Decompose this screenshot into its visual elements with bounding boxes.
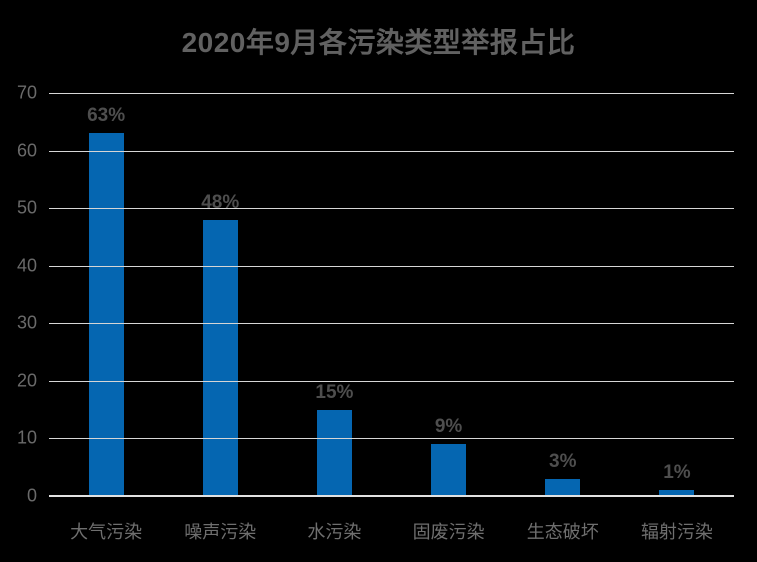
bar-slot: 3% — [506, 93, 620, 496]
bar-slot: 15% — [277, 93, 391, 496]
bar-slot: 63% — [49, 93, 163, 496]
chart-title: 2020年9月各污染类型举报占比 — [181, 27, 576, 58]
gridline — [49, 150, 734, 152]
bar — [316, 409, 352, 496]
y-axis: 0 10 20 30 40 50 60 70 — [0, 83, 37, 506]
x-category-label: 大气污染 — [70, 522, 143, 542]
bar-slot: 1% — [620, 93, 734, 496]
bar — [88, 133, 124, 496]
bar-value-label: 15% — [315, 381, 354, 403]
x-category-label: 生态破坏 — [526, 522, 599, 542]
x-axis: 大气污染 噪声污染 水污染 固废污染 生态破坏 辐射污染 — [49, 518, 734, 544]
bar-slot: 48% — [163, 93, 277, 496]
y-tick-label: 0 — [26, 485, 37, 506]
bar-value-label: 1% — [663, 462, 691, 484]
y-tick-label: 50 — [16, 197, 37, 218]
x-axis-line — [49, 495, 734, 497]
y-tick-label: 10 — [16, 427, 37, 448]
bar — [545, 478, 581, 496]
gridline — [49, 265, 734, 267]
y-tick-label: 40 — [16, 255, 37, 276]
bar-value-label: 9% — [434, 416, 463, 438]
bar-value-label: 48% — [201, 191, 240, 213]
plot-area: 63% 48% 15% 9% 3% 1% — [49, 93, 734, 497]
bar — [202, 219, 238, 496]
x-category-label: 辐射污染 — [640, 522, 713, 542]
x-category-label: 噪声污染 — [184, 522, 257, 542]
gridline — [49, 438, 734, 440]
gridline — [49, 380, 734, 382]
bars-row: 63% 48% 15% 9% 3% 1% — [49, 93, 734, 496]
bar-value-label: 3% — [549, 450, 577, 472]
y-tick-label: 70 — [16, 82, 37, 103]
y-tick-label: 20 — [16, 370, 37, 391]
bar — [659, 490, 695, 496]
gridline — [49, 208, 734, 210]
gridline — [49, 93, 734, 94]
y-tick-label: 60 — [16, 140, 37, 161]
bar — [431, 444, 467, 496]
bar-slot: 9% — [392, 93, 506, 496]
y-tick-label: 30 — [16, 312, 37, 333]
bar-value-label: 63% — [87, 105, 126, 127]
gridline — [49, 323, 734, 325]
x-category-label: 固废污染 — [412, 522, 485, 542]
x-category-label: 水污染 — [307, 522, 362, 542]
